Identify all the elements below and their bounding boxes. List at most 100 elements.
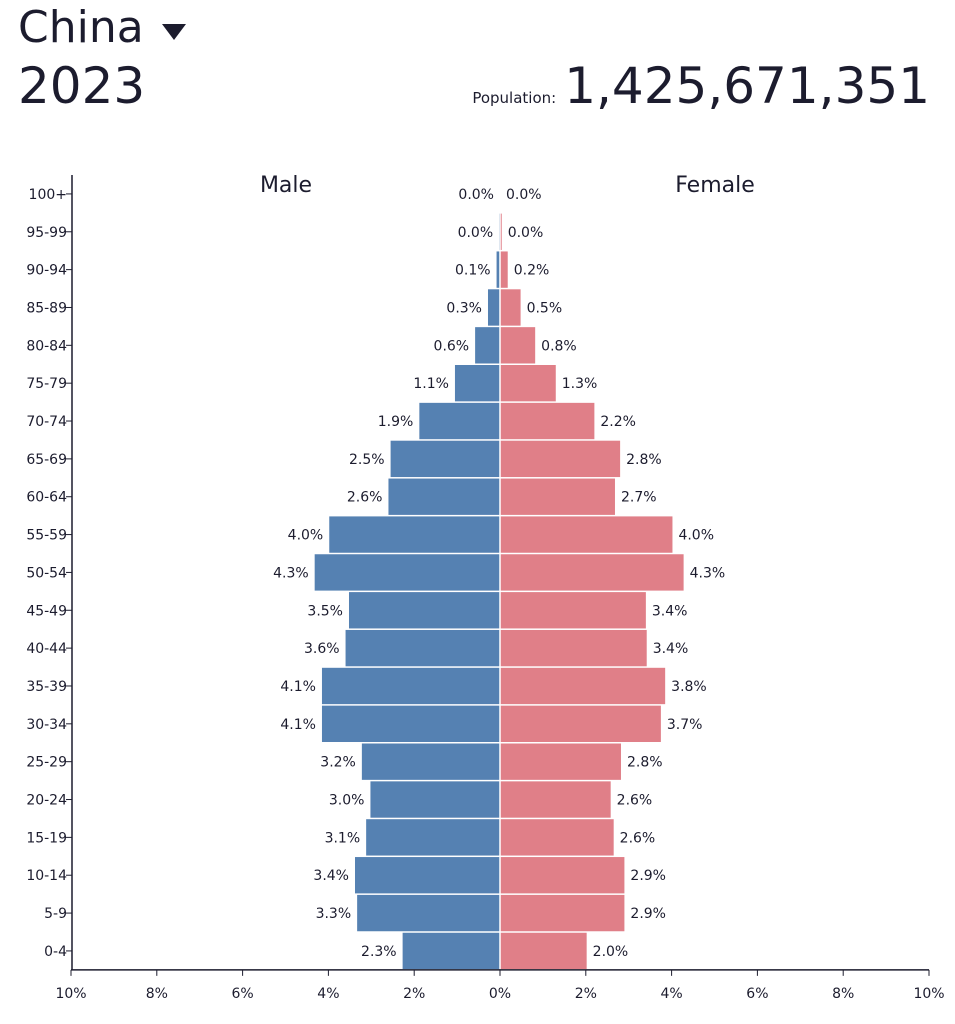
male-value-label: 0.1%: [455, 263, 491, 279]
age-group-label: 75-79: [26, 376, 67, 392]
male-bar: [361, 743, 500, 780]
female-bar: [500, 289, 521, 326]
female-bar: [500, 781, 611, 818]
male-value-label: 4.1%: [280, 679, 316, 695]
age-group-label: 20-24: [26, 793, 67, 809]
female-value-label: 0.8%: [541, 338, 577, 354]
female-bar: [500, 402, 595, 440]
age-group-label: 0-4: [44, 944, 67, 960]
age-group-label: 95-99: [26, 225, 67, 241]
age-group-label: 45-49: [26, 603, 67, 619]
age-group-label: 80-84: [26, 338, 67, 354]
male-value-label: 2.6%: [347, 490, 383, 506]
male-bar: [370, 781, 500, 818]
x-tick-label: 10%: [55, 986, 86, 1002]
age-group-label: 50-54: [26, 565, 67, 581]
age-group-label: 15-19: [26, 830, 67, 846]
female-value-label: 2.7%: [621, 490, 657, 506]
male-bar: [366, 819, 500, 856]
country-name: China: [18, 2, 144, 53]
male-bar: [419, 402, 500, 440]
x-tick-label: 10%: [913, 986, 944, 1002]
female-value-label: 2.8%: [627, 755, 663, 771]
population-value: 1,425,671,351: [564, 57, 930, 115]
female-bar: [500, 554, 684, 591]
male-value-label: 0.3%: [446, 300, 482, 316]
age-group-label: 25-29: [26, 755, 67, 771]
female-value-label: 0.0%: [506, 187, 542, 203]
male-value-label: 4.1%: [280, 717, 316, 733]
female-value-label: 2.6%: [617, 793, 653, 809]
age-group-label: 5-9: [44, 906, 67, 922]
x-tick-label: 8%: [832, 986, 854, 1002]
female-bar: [500, 894, 625, 932]
age-group-label: 85-89: [26, 300, 67, 316]
caret-down-icon[interactable]: [161, 24, 186, 40]
female-value-label: 2.9%: [630, 906, 666, 922]
male-value-label: 3.4%: [313, 868, 349, 884]
age-group-label: 90-94: [26, 263, 67, 279]
male-bar: [390, 440, 500, 478]
age-group-label: 30-34: [26, 717, 67, 733]
male-bar: [454, 365, 500, 402]
female-bar: [500, 629, 647, 667]
male-bar: [329, 516, 500, 553]
female-value-label: 3.4%: [653, 641, 689, 657]
male-bar: [345, 629, 500, 667]
female-value-label: 2.6%: [620, 830, 656, 846]
female-bar: [500, 440, 621, 478]
population-display: Population: 1,425,671,351: [472, 56, 930, 116]
female-bar: [500, 819, 614, 856]
male-value-label: 3.0%: [329, 793, 365, 809]
x-tick-label: 6%: [746, 986, 768, 1002]
country-selector[interactable]: China: [18, 0, 186, 56]
female-value-label: 3.4%: [652, 603, 688, 619]
female-value-label: 2.0%: [593, 944, 629, 960]
male-value-label: 3.2%: [320, 755, 356, 771]
female-bar: [500, 516, 673, 553]
male-value-label: 4.3%: [273, 565, 309, 581]
female-value-label: 2.2%: [600, 414, 636, 430]
x-tick-label: 6%: [231, 986, 253, 1002]
male-bar: [402, 932, 500, 970]
female-bar: [500, 213, 502, 250]
male-bar: [321, 667, 500, 705]
x-tick-label: 4%: [317, 986, 339, 1002]
female-bar: [500, 327, 536, 364]
male-value-label: 3.1%: [325, 830, 361, 846]
age-group-label: 100+: [29, 187, 67, 203]
age-group-label: 40-44: [26, 641, 67, 657]
male-bar: [388, 478, 500, 515]
age-group-label: 35-39: [26, 679, 67, 695]
female-bar: [500, 478, 615, 515]
male-value-label: 2.3%: [361, 944, 397, 960]
female-bar: [500, 592, 646, 629]
male-bar: [487, 289, 500, 326]
female-value-label: 1.3%: [562, 376, 598, 392]
male-bar: [348, 592, 500, 629]
male-value-label: 0.0%: [458, 225, 494, 241]
female-bar: [500, 705, 661, 742]
female-value-label: 2.9%: [630, 868, 666, 884]
female-value-label: 0.0%: [508, 225, 544, 241]
age-group-label: 10-14: [26, 868, 67, 884]
x-tick-label: 2%: [403, 986, 425, 1002]
female-value-label: 4.3%: [690, 565, 726, 581]
female-bar: [500, 743, 621, 780]
male-value-label: 1.1%: [413, 376, 449, 392]
male-bar: [321, 705, 500, 742]
female-bar: [500, 667, 666, 705]
female-bar: [500, 857, 625, 894]
female-bar: [500, 932, 587, 970]
x-tick-label: 4%: [660, 986, 682, 1002]
x-tick-label: 2%: [575, 986, 597, 1002]
population-label: Population:: [472, 89, 557, 107]
female-value-label: 0.2%: [514, 263, 550, 279]
male-series-title: Male: [260, 173, 312, 198]
female-series-title: Female: [675, 173, 755, 198]
age-group-label: 65-69: [26, 452, 67, 468]
female-bar: [500, 251, 508, 288]
male-bar: [357, 894, 500, 932]
female-value-label: 3.8%: [671, 679, 707, 695]
